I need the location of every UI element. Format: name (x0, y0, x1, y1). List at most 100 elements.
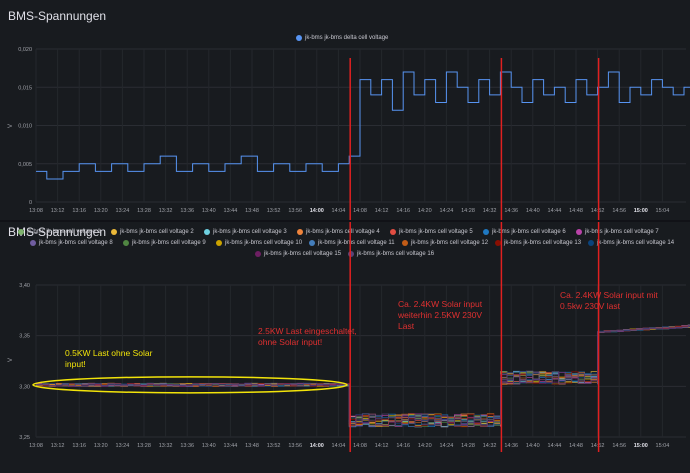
x-tick-label: 13:24 (116, 443, 130, 449)
legend-item-cell-2[interactable]: jk-bms jk-bms cell voltage 2 (111, 229, 194, 235)
legend-color-dot (30, 240, 36, 246)
x-tick-label: 14:28 (461, 208, 475, 214)
y-tick-label: 0,005 (18, 162, 32, 168)
legend-item-cell-1[interactable]: jk-bms jk-bms cell voltage 1 (18, 229, 101, 235)
x-tick-label: 13:48 (245, 208, 259, 214)
legend-color-dot (18, 229, 24, 235)
x-tick-label: 14:40 (526, 208, 540, 214)
legend-color-dot (309, 240, 315, 246)
legend-label: jk-bms jk-bms delta cell voltage (305, 35, 389, 41)
legend-label: jk-bms jk-bms cell voltage 7 (585, 229, 659, 235)
y-tick-label: 0,010 (18, 124, 32, 130)
x-tick-label: 15:00 (634, 443, 648, 449)
legend-item-cell-7[interactable]: jk-bms jk-bms cell voltage 7 (576, 229, 659, 235)
y-axis-label: V (8, 124, 14, 128)
y-tick-label: 3,40 (19, 283, 30, 289)
y-tick-label: 0,015 (18, 85, 32, 91)
legend-color-dot (588, 240, 594, 246)
series-line-cell-3 (36, 324, 690, 428)
series-line-cell-10 (36, 326, 690, 427)
x-tick-label: 14:00 (310, 443, 324, 449)
legend-item-cell-15[interactable]: jk-bms jk-bms cell voltage 15 (255, 251, 341, 257)
x-tick-label: 14:12 (375, 208, 389, 214)
panel-title: BMS-Spannungen (8, 9, 107, 23)
series-line-cell-11 (36, 326, 690, 428)
series-line-cell-15 (36, 324, 690, 427)
x-tick-label: 13:40 (202, 443, 216, 449)
x-tick-label: 14:56 (612, 443, 626, 449)
annotation-yellow: 0.5KW Last ohne Solar input! (65, 348, 153, 369)
x-tick-label: 14:16 (396, 208, 410, 214)
legend-label: jk-bms jk-bms cell voltage 15 (264, 251, 342, 257)
legend-item-cell-12[interactable]: jk-bms jk-bms cell voltage 12 (402, 240, 488, 246)
x-tick-label: 14:08 (353, 208, 367, 214)
series-line-cell-6 (36, 326, 690, 428)
legend-item-cell-13[interactable]: jk-bms jk-bms cell voltage 13 (495, 240, 581, 246)
x-tick-label: 13:48 (245, 443, 259, 449)
x-tick-label: 13:28 (137, 443, 151, 449)
y-axis-label: V (8, 358, 14, 362)
highlight-ellipse (32, 376, 348, 394)
legend-item-cell-10[interactable]: jk-bms jk-bms cell voltage 10 (216, 240, 302, 246)
legend-item-delta[interactable]: jk-bms jk-bms delta cell voltage (296, 35, 388, 41)
legend-color-dot (483, 229, 489, 235)
legend-color-dot (348, 251, 354, 257)
legend-color-dot (123, 240, 129, 246)
legend-label: jk-bms jk-bms cell voltage 10 (225, 240, 303, 246)
series-line-delta (36, 71, 690, 180)
x-tick-label: 14:04 (332, 208, 346, 214)
x-tick-label: 13:52 (267, 208, 281, 214)
series-line-cell-7 (36, 325, 690, 427)
legend-color-dot (576, 229, 582, 235)
x-tick-label: 15:04 (656, 208, 670, 214)
legend-label: jk-bms jk-bms cell voltage 13 (504, 240, 582, 246)
legend-item-cell-9[interactable]: jk-bms jk-bms cell voltage 9 (123, 240, 206, 246)
x-tick-label: 14:40 (526, 443, 540, 449)
x-tick-label: 13:32 (159, 443, 173, 449)
x-tick-label: 13:44 (224, 443, 238, 449)
delta-voltage-panel: BMS-Spannungen jk-bms jk-bms delta cell … (0, 0, 690, 220)
legend-label: jk-bms jk-bms cell voltage 16 (357, 251, 435, 257)
legend-label: jk-bms jk-bms cell voltage 2 (120, 229, 194, 235)
series-line-cell-16 (36, 324, 690, 427)
x-tick-label: 13:20 (94, 208, 108, 214)
x-tick-label: 14:44 (548, 443, 562, 449)
x-tick-label: 14:20 (418, 208, 432, 214)
x-tick-label: 14:52 (591, 443, 605, 449)
legend-label: jk-bms jk-bms cell voltage 5 (399, 229, 473, 235)
annotation-red-1: 2.5KW Last eingeschaltet, ohne Solar inp… (258, 326, 357, 347)
legend-item-cell-5[interactable]: jk-bms jk-bms cell voltage 5 (390, 229, 473, 235)
x-tick-label: 13:12 (51, 208, 65, 214)
legend-item-cell-4[interactable]: jk-bms jk-bms cell voltage 4 (297, 229, 380, 235)
x-tick-label: 13:28 (137, 208, 151, 214)
x-tick-label: 13:36 (180, 208, 194, 214)
legend-label: jk-bms jk-bms cell voltage 1 (27, 229, 101, 235)
x-tick-label: 13:56 (288, 208, 302, 214)
legend-color-dot (390, 229, 396, 235)
legend-item-cell-6[interactable]: jk-bms jk-bms cell voltage 6 (483, 229, 566, 235)
cell-voltage-panel: BMS-Spannungen jk-bms jk-bms cell voltag… (0, 222, 690, 473)
legend-item-cell-11[interactable]: jk-bms jk-bms cell voltage 11 (309, 240, 395, 246)
legend-color-dot (255, 251, 261, 257)
legend-item-cell-14[interactable]: jk-bms jk-bms cell voltage 14 (588, 240, 674, 246)
series-line-cell-8 (36, 324, 690, 426)
annotation-red-2: Ca. 2.4KW Solar input weiterhin 2.5KW 23… (398, 299, 483, 331)
x-tick-label: 13:44 (224, 208, 238, 214)
x-tick-label: 14:28 (461, 443, 475, 449)
legend-item-cell-3[interactable]: jk-bms jk-bms cell voltage 3 (204, 229, 287, 235)
legend-item-cell-8[interactable]: jk-bms jk-bms cell voltage 8 (30, 240, 113, 246)
y-tick-label: 3,35 (19, 334, 30, 340)
x-tick-label: 13:20 (94, 443, 108, 449)
x-tick-label: 14:56 (612, 208, 626, 214)
x-tick-label: 14:24 (440, 208, 454, 214)
x-tick-label: 14:00 (310, 208, 324, 214)
legend-color-dot (216, 240, 222, 246)
legend-color-dot (111, 229, 117, 235)
legend-label: jk-bms jk-bms cell voltage 14 (597, 240, 675, 246)
series-line-cell-12 (36, 325, 690, 427)
legend-color-dot (296, 35, 302, 41)
x-tick-label: 14:36 (504, 443, 518, 449)
x-tick-label: 13:32 (159, 208, 173, 214)
x-tick-label: 13:52 (267, 443, 281, 449)
legend-item-cell-16[interactable]: jk-bms jk-bms cell voltage 16 (348, 251, 434, 257)
